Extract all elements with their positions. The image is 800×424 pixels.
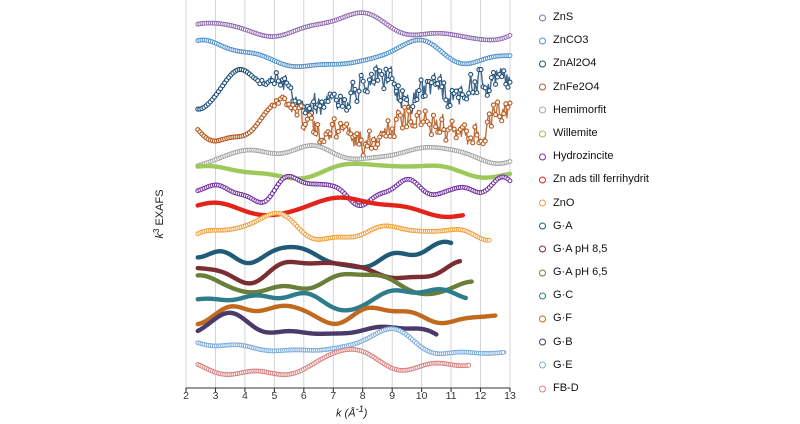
svg-text:k3 EXAFS: k3 EXAFS xyxy=(152,189,167,238)
